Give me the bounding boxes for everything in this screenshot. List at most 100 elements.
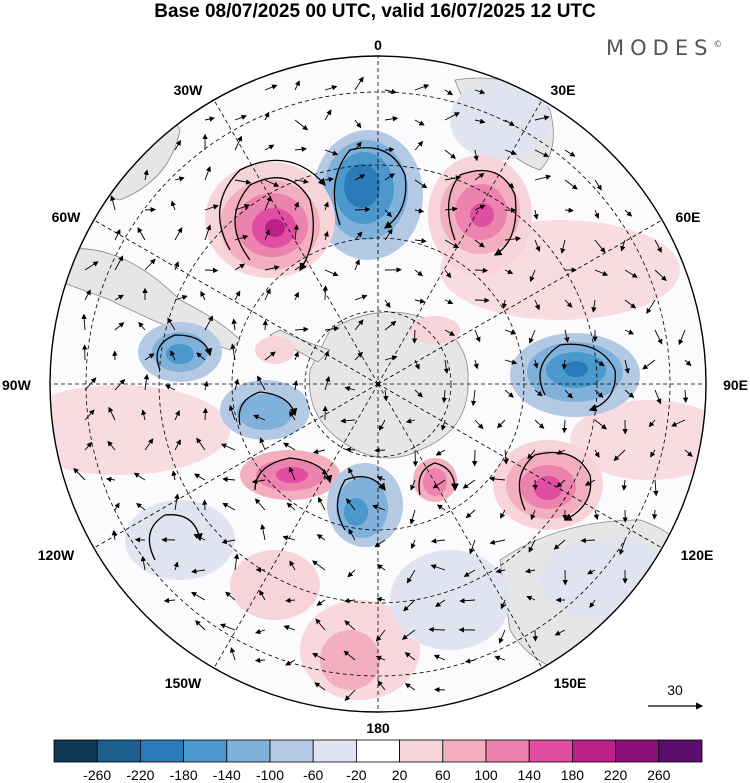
wind-vector [221, 538, 236, 545]
wind-vector [525, 568, 536, 574]
lon-label-60w: 60W [52, 209, 82, 225]
wind-vector [496, 419, 506, 429]
wind-vector [584, 479, 596, 486]
wind-vector [432, 479, 446, 489]
wind-vector [264, 84, 278, 91]
wind-vector [534, 174, 552, 181]
wind-vector [651, 509, 658, 520]
wind-vector [435, 449, 446, 456]
wind-vector [354, 319, 364, 331]
wind-vector [527, 449, 536, 460]
wind-vector [613, 449, 626, 462]
wind-vector [233, 378, 240, 391]
wind-vector [504, 179, 515, 189]
colorbar-tick-label: 220 [604, 767, 628, 783]
wind-vector [286, 502, 296, 511]
wind-vector [233, 553, 240, 571]
wind-vector [528, 539, 536, 553]
wind-vector [293, 224, 299, 241]
wind-vector [430, 538, 446, 544]
wind-vector [264, 265, 280, 271]
wind-vector [411, 329, 418, 344]
colorbar-swatch [658, 739, 703, 763]
wind-vector [430, 564, 446, 571]
wind-vector [114, 255, 124, 271]
colorbar-swatch [399, 739, 444, 763]
colorbar-swatch [355, 739, 400, 763]
wind-vector [348, 467, 356, 481]
wind-vector [377, 680, 386, 691]
wind-vector [254, 657, 266, 664]
wind-vector [376, 596, 386, 603]
wind-vector [561, 419, 568, 434]
wind-vector [324, 269, 339, 277]
wind-vector [324, 176, 334, 183]
wind-vector [376, 564, 386, 571]
wind-vector [347, 569, 356, 578]
wind-vector [414, 84, 430, 91]
wind-vector [354, 119, 362, 129]
wind-vector [624, 329, 635, 335]
wind-vector [587, 569, 596, 575]
wind-vector [316, 599, 326, 606]
wind-vector [234, 135, 242, 151]
wind-vector [414, 269, 424, 277]
wind-vector [321, 468, 328, 481]
wind-vector [293, 201, 299, 211]
wind-vector [414, 359, 420, 370]
colorbar-swatch [485, 739, 530, 763]
wind-vector [434, 687, 446, 693]
wind-vector [444, 329, 455, 336]
wind-vector [489, 476, 506, 482]
wind-vector [642, 359, 656, 370]
wind-vector [414, 238, 427, 244]
wind-vector [345, 447, 356, 453]
wind-vector [534, 419, 545, 429]
wind-vector [204, 224, 212, 241]
wind-vector [474, 118, 486, 124]
wind-vector [354, 174, 366, 181]
wind-vector [84, 289, 91, 301]
wind-vector [84, 409, 95, 421]
wind-vector [469, 539, 476, 555]
wind-vector [203, 380, 209, 391]
wind-vector [409, 509, 416, 525]
wind-vector [473, 359, 479, 370]
wind-vector [196, 352, 206, 361]
wind-vector [470, 389, 477, 407]
wind-vector [443, 359, 449, 374]
wind-vector [317, 496, 326, 511]
colorbar-swatch [96, 739, 141, 763]
wind-vector [414, 208, 425, 214]
wind-vector [624, 359, 630, 374]
wind-vector [219, 623, 236, 631]
wind-vector [474, 239, 485, 248]
wind-vector [138, 321, 146, 331]
wind-vector [354, 141, 362, 151]
wind-vector [230, 647, 236, 661]
wind-vector [560, 239, 566, 254]
wind-vector [324, 326, 340, 332]
wind-vector [474, 419, 484, 430]
colorbar-tick-label: 260 [647, 767, 671, 783]
wind-vector [465, 509, 476, 519]
colorbar-tick-label: 100 [474, 767, 498, 783]
wind-vector [671, 419, 686, 427]
wind-vector [110, 195, 116, 211]
wind-vector [114, 228, 121, 241]
wind-vector [255, 628, 266, 635]
wind-vector [498, 629, 506, 644]
wind-vector [106, 476, 116, 483]
wind-vector [556, 449, 566, 455]
lon-label-90w: 90W [2, 377, 32, 393]
wind-vector [372, 504, 386, 511]
wind-vector [354, 231, 363, 241]
wind-vector [114, 294, 124, 301]
wind-vector [504, 359, 518, 365]
wind-vector [383, 389, 389, 402]
lon-label-0: 0 [374, 37, 382, 53]
wind-vector [384, 173, 395, 181]
colorbar-tick-label: -260 [83, 767, 111, 783]
wind-vector [193, 534, 206, 541]
wind-vector [293, 351, 299, 361]
